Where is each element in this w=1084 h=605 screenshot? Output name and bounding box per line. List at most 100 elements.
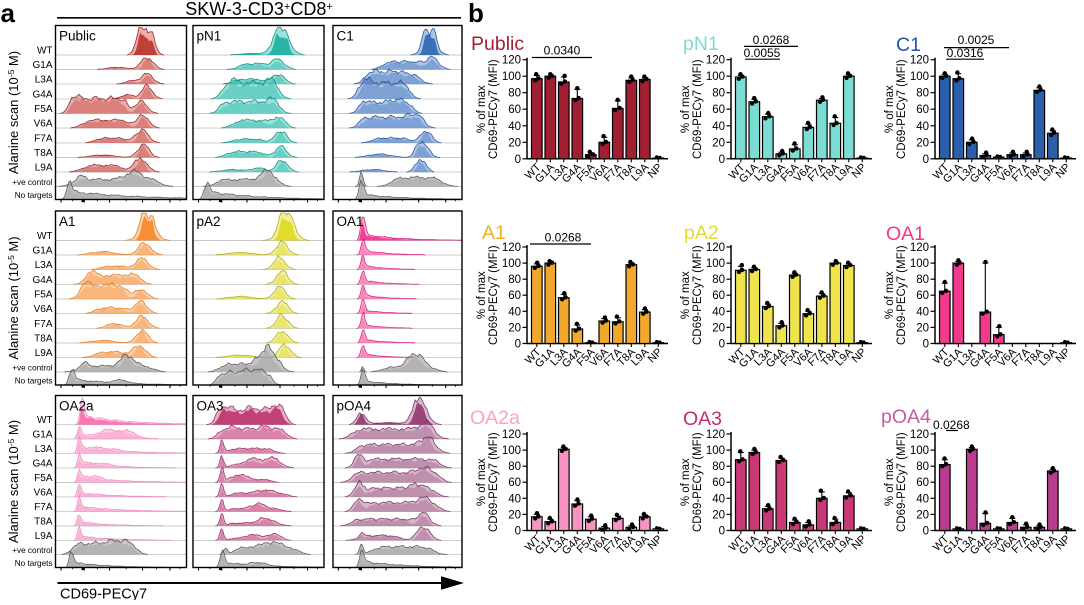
svg-text:% of max: % of max [476, 458, 488, 506]
svg-text:F7A: F7A [34, 133, 53, 144]
svg-text:0.0025: 0.0025 [958, 33, 995, 47]
svg-text:+ve control: +ve control [12, 546, 52, 555]
svg-text:40: 40 [508, 493, 521, 505]
svg-text:F5A: F5A [34, 104, 53, 115]
svg-text:NP: NP [850, 533, 869, 552]
svg-text:C1: C1 [896, 34, 921, 56]
svg-text:T8A: T8A [34, 148, 53, 159]
svg-text:40: 40 [712, 493, 725, 505]
svg-text:OA1: OA1 [886, 223, 925, 245]
svg-text:100: 100 [706, 258, 725, 270]
svg-text:0: 0 [923, 526, 929, 538]
svg-text:pA2: pA2 [684, 222, 719, 244]
svg-text:0: 0 [719, 154, 725, 166]
svg-text:% of max: % of max [884, 271, 896, 319]
svg-text:80: 80 [712, 274, 725, 286]
svg-text:60: 60 [916, 290, 929, 302]
svg-text:80: 80 [916, 88, 929, 100]
svg-text:L9A: L9A [35, 163, 53, 174]
svg-text:% of max: % of max [680, 458, 692, 506]
svg-text:80: 80 [508, 274, 521, 286]
svg-text:F5A: F5A [34, 473, 53, 484]
svg-text:40: 40 [916, 121, 929, 133]
svg-text:100: 100 [706, 71, 725, 83]
svg-text:F7A: F7A [34, 502, 53, 513]
svg-text:40: 40 [916, 493, 929, 505]
svg-text:20: 20 [712, 509, 725, 521]
svg-text:0.0268: 0.0268 [753, 33, 790, 47]
svg-text:No targets: No targets [15, 377, 53, 386]
svg-text:+ve control: +ve control [12, 364, 52, 373]
svg-text:WT: WT [37, 46, 53, 57]
svg-text:80: 80 [712, 461, 725, 473]
svg-text:0: 0 [515, 526, 521, 538]
svg-text:NP: NP [850, 161, 869, 180]
svg-text:pOA4: pOA4 [881, 406, 931, 428]
svg-text:WT: WT [37, 231, 53, 242]
svg-text:OA3: OA3 [683, 408, 722, 430]
svg-text:% of max: % of max [884, 85, 896, 133]
svg-text:Alanine scan (10-5 M): Alanine scan (10-5 M) [6, 420, 21, 543]
svg-text:20: 20 [712, 137, 725, 149]
svg-text:T8A: T8A [34, 334, 53, 345]
svg-text:120: 120 [502, 429, 521, 441]
svg-text:Public: Public [471, 33, 524, 55]
svg-text:120: 120 [502, 55, 521, 67]
svg-text:40: 40 [916, 306, 929, 318]
svg-text:100: 100 [502, 258, 521, 270]
svg-text:OA2a: OA2a [470, 407, 520, 429]
svg-text:CD69-PECy7 (MFI): CD69-PECy7 (MFI) [488, 59, 500, 159]
svg-text:0.0055: 0.0055 [744, 46, 781, 60]
svg-text:120: 120 [910, 55, 929, 67]
svg-text:F7A: F7A [34, 319, 53, 330]
svg-text:% of max: % of max [476, 85, 488, 133]
svg-text:No targets: No targets [15, 191, 53, 200]
svg-text:G1A: G1A [32, 430, 52, 441]
svg-text:CD69-PECy7 (MFI): CD69-PECy7 (MFI) [692, 432, 704, 532]
svg-text:60: 60 [508, 477, 521, 489]
svg-text:b: b [468, 0, 484, 28]
svg-text:NP: NP [1054, 161, 1073, 180]
svg-text:0.0268: 0.0268 [545, 231, 582, 245]
svg-text:pA2: pA2 [197, 214, 221, 229]
svg-text:OA2a: OA2a [59, 399, 94, 414]
svg-text:G1A: G1A [32, 246, 52, 257]
svg-text:20: 20 [712, 322, 725, 334]
svg-text:60: 60 [508, 290, 521, 302]
svg-text:40: 40 [712, 121, 725, 133]
svg-text:OA3: OA3 [197, 399, 224, 414]
svg-text:20: 20 [508, 509, 521, 521]
svg-text:0.0316: 0.0316 [947, 46, 984, 60]
svg-text:NP: NP [646, 533, 665, 552]
svg-text:L3A: L3A [35, 260, 53, 271]
svg-text:60: 60 [508, 104, 521, 116]
svg-text:G4A: G4A [32, 275, 52, 286]
svg-text:0: 0 [923, 339, 929, 351]
svg-text:% of max: % of max [680, 271, 692, 319]
svg-text:G4A: G4A [32, 89, 52, 100]
svg-text:WT: WT [37, 415, 53, 426]
svg-text:100: 100 [706, 445, 725, 457]
svg-text:NP: NP [850, 346, 869, 365]
svg-text:Alanine scan (10-5 M): Alanine scan (10-5 M) [6, 236, 21, 359]
svg-text:20: 20 [508, 137, 521, 149]
svg-text:G4A: G4A [32, 459, 52, 470]
svg-text:Public: Public [59, 29, 96, 44]
svg-text:120: 120 [502, 242, 521, 254]
svg-text:100: 100 [910, 71, 929, 83]
svg-text:CD69-PECy7 (MFI): CD69-PECy7 (MFI) [896, 59, 908, 159]
svg-text:OA1: OA1 [337, 214, 364, 229]
svg-text:V6A: V6A [34, 119, 53, 130]
svg-text:60: 60 [916, 477, 929, 489]
svg-text:0.0340: 0.0340 [544, 44, 581, 58]
svg-text:20: 20 [916, 322, 929, 334]
svg-text:100: 100 [502, 445, 521, 457]
svg-text:120: 120 [910, 242, 929, 254]
svg-text:A1: A1 [59, 214, 76, 229]
svg-text:80: 80 [916, 274, 929, 286]
svg-text:100: 100 [910, 258, 929, 270]
svg-text:80: 80 [508, 88, 521, 100]
svg-text:a: a [1, 0, 16, 28]
svg-text:60: 60 [712, 104, 725, 116]
svg-text:CD69-PECy7 (MFI): CD69-PECy7 (MFI) [692, 59, 704, 159]
